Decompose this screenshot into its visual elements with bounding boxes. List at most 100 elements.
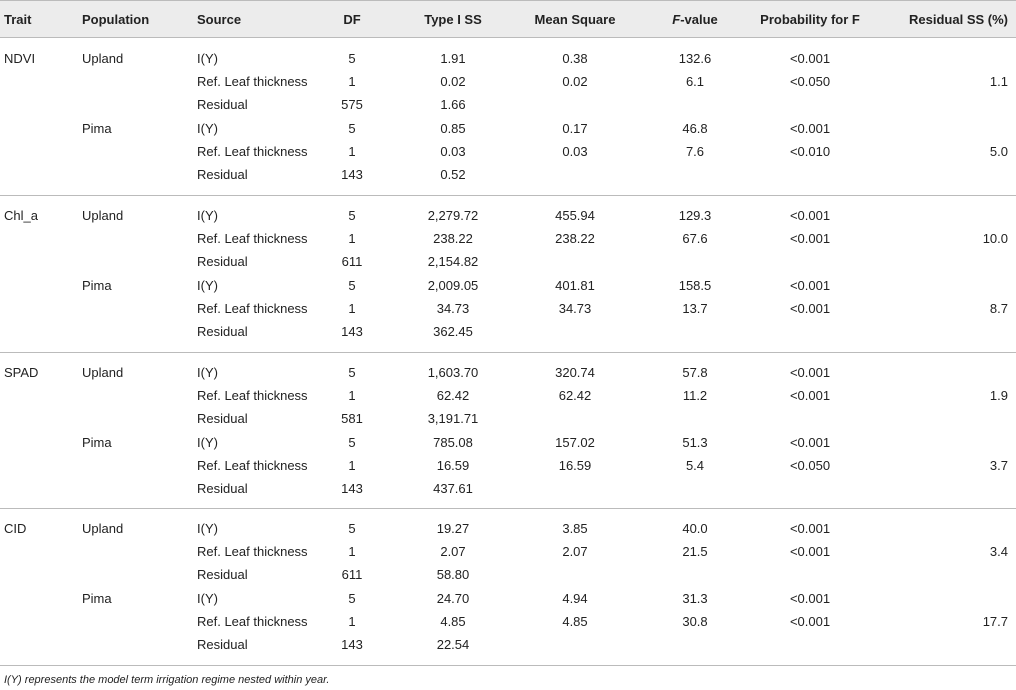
source-cell: I(Y) (197, 51, 218, 66)
mean-square-cell: 62.42 (558, 388, 592, 404)
population-cell: Upland (82, 208, 124, 223)
source-cell: I(Y) (197, 521, 218, 536)
source-cell: I(Y) (197, 120, 218, 136)
table-divider (0, 665, 1016, 666)
population-cell: Pima (82, 120, 112, 136)
source-cell: Ref. Leaf thickness (197, 143, 308, 159)
df-cell: 1 (348, 388, 356, 404)
type-i-ss-cell: 0.85 (440, 120, 466, 136)
probability-cell: <0.001 (789, 590, 831, 606)
df-cell: 581 (341, 411, 363, 427)
type-i-ss-cell: 22.54 (436, 637, 470, 652)
table-row: Ref. Leaf thickness 1 2.07 2.07 21.5 <0.001 3.… (0, 540, 1016, 563)
probability-cell: <0.001 (789, 544, 831, 560)
mean-square-cell: 16.59 (558, 457, 592, 473)
table-row: Residual 575 1.66 (0, 93, 1016, 116)
probability-cell: <0.050 (789, 74, 831, 90)
table-row: Pima I(Y) 5 24.70 4.94 31.3 <0.001 (0, 587, 1016, 610)
df-cell: 1 (348, 231, 356, 247)
f-value-cell: 51.3 (682, 434, 708, 450)
residual-pct-cell: 1.9 (989, 388, 1008, 404)
source-cell: Residual (197, 411, 248, 427)
probability-cell: <0.050 (789, 457, 831, 473)
source-cell: Residual (197, 567, 248, 583)
type-i-ss-cell: 2,009.05 (427, 277, 479, 293)
f-value-cell: 31.3 (682, 590, 708, 606)
table-row: Chl_a Upland I(Y) 5 2,279.72 455.94 129.3 <0.00… (0, 204, 1016, 227)
df-cell: 575 (341, 97, 363, 113)
source-cell: Residual (197, 167, 248, 182)
mean-square-cell: 157.02 (555, 434, 595, 450)
df-cell: 1 (348, 143, 356, 159)
table-row: SPAD Upland I(Y) 5 1,603.70 320.74 57.8 <0.001 (0, 361, 1016, 384)
header-f-suffix: -value (680, 12, 718, 27)
type-i-ss-cell: 62.42 (436, 388, 470, 404)
trait-cell: CID (4, 521, 27, 536)
mean-square-cell: 0.03 (562, 143, 588, 159)
table-row: Ref. Leaf thickness 1 34.73 34.73 13.7 <0.001… (0, 297, 1016, 320)
type-i-ss-cell: 58.80 (436, 567, 470, 583)
population-cell: Upland (82, 365, 124, 380)
header-probability: Probability for F (760, 12, 860, 27)
type-i-ss-cell: 24.70 (436, 590, 470, 606)
df-cell: 143 (341, 324, 363, 339)
mean-square-cell: 455.94 (555, 208, 595, 223)
source-cell: Residual (197, 254, 248, 270)
type-i-ss-cell: 3,191.71 (427, 411, 479, 427)
type-i-ss-cell: 16.59 (436, 457, 470, 473)
f-value-cell: 132.6 (678, 51, 712, 66)
residual-pct-cell: 10.0 (982, 231, 1008, 247)
type-i-ss-cell: 1,603.70 (427, 365, 479, 380)
type-i-ss-cell: 437.61 (433, 481, 473, 496)
probability-cell: <0.001 (789, 120, 831, 136)
table-row: Residual 581 3,191.71 (0, 407, 1016, 430)
df-cell: 5 (348, 521, 356, 536)
df-cell: 143 (341, 167, 363, 182)
type-i-ss-cell: 2,279.72 (427, 208, 479, 223)
source-cell: Residual (197, 637, 248, 652)
source-cell: I(Y) (197, 590, 218, 606)
source-cell: Ref. Leaf thickness (197, 231, 308, 247)
table-row: Residual 143 362.45 (0, 320, 1016, 343)
type-i-ss-cell: 2,154.82 (427, 254, 479, 270)
df-cell: 143 (341, 637, 363, 652)
table-row: NDVI Upland I(Y) 5 1.91 0.38 132.6 <0.001 (0, 47, 1016, 70)
table-row: Residual 143 437.61 (0, 477, 1016, 500)
probability-cell: <0.001 (789, 277, 831, 293)
trait-cell: Chl_a (4, 208, 38, 223)
table-row: CID Upland I(Y) 5 19.27 3.85 40.0 <0.001 (0, 517, 1016, 540)
probability-cell: <0.001 (789, 521, 831, 536)
df-cell: 1 (348, 457, 356, 473)
mean-square-cell: 320.74 (555, 365, 595, 380)
population-cell: Pima (82, 590, 112, 606)
residual-pct-cell: 5.0 (989, 143, 1008, 159)
type-i-ss-cell: 1.91 (440, 51, 466, 66)
df-cell: 5 (348, 120, 356, 136)
header-f-italic: F (672, 12, 681, 27)
source-cell: I(Y) (197, 365, 218, 380)
population-cell: Pima (82, 277, 112, 293)
df-cell: 1 (348, 74, 356, 90)
f-value-cell: 158.5 (678, 277, 712, 293)
population-cell: Pima (82, 434, 112, 450)
source-cell: I(Y) (197, 208, 218, 223)
f-value-cell: 67.6 (682, 231, 708, 247)
header-df: DF (343, 12, 361, 27)
header-residual-pct: Residual SS (%) (909, 12, 1008, 27)
probability-cell: <0.001 (789, 208, 831, 223)
type-i-ss-cell: 362.45 (433, 324, 473, 339)
table-row: Pima I(Y) 5 0.85 0.17 46.8 <0.001 (0, 117, 1016, 140)
source-cell: Ref. Leaf thickness (197, 613, 308, 629)
residual-pct-cell: 1.1 (989, 74, 1008, 90)
df-cell: 5 (348, 277, 356, 293)
residual-pct-cell: 3.7 (989, 457, 1008, 473)
header-type-i-ss: Type I SS (424, 12, 482, 27)
f-value-cell: 30.8 (682, 613, 708, 629)
source-cell: I(Y) (197, 434, 218, 450)
type-i-ss-cell: 0.52 (440, 167, 466, 182)
source-cell: Residual (197, 324, 248, 339)
table-row: Residual 611 58.80 (0, 563, 1016, 586)
residual-pct-cell: 17.7 (982, 613, 1008, 629)
f-value-cell: 40.0 (682, 521, 708, 536)
type-i-ss-cell: 785.08 (433, 434, 473, 450)
